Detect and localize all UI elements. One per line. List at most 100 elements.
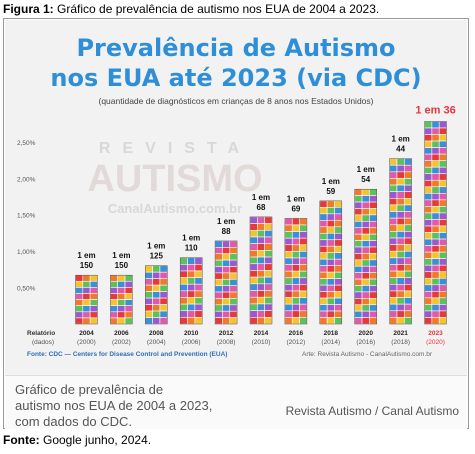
bar-cube [404, 178, 412, 186]
bar-cube [431, 140, 440, 148]
data-label: 1 em [252, 193, 270, 202]
bar-cube [396, 224, 405, 232]
bar-cube [222, 298, 231, 306]
bar-cube [438, 147, 447, 155]
bar-cube [299, 237, 308, 246]
bar-cube [396, 290, 405, 298]
x-tick-label: 2008 [149, 330, 164, 337]
bar-cube [299, 251, 308, 259]
bar-cube [124, 299, 133, 306]
bar-cube [257, 290, 265, 298]
bar-cube [438, 251, 447, 259]
x-tick-label: 2014 [254, 330, 269, 337]
bar-cube [214, 310, 223, 318]
bar-cube [264, 276, 273, 285]
bar-cube [257, 310, 265, 318]
bar-cube [361, 227, 370, 235]
bar-cube [389, 317, 398, 325]
bar-cube [438, 310, 447, 318]
x-data-year-label: (2010) [252, 339, 271, 346]
bar-cube [291, 237, 300, 246]
bar-cube [179, 303, 188, 312]
bar-cube [354, 208, 363, 216]
bar-cube [424, 245, 433, 253]
bar-cube [354, 272, 363, 280]
bar-cube [117, 287, 126, 294]
bar-cube [424, 212, 433, 220]
bar-cube [264, 223, 273, 231]
x-tick-label: 2018 [324, 330, 339, 337]
x-data-year-label: (2020) [426, 339, 445, 346]
bar-cube [424, 232, 433, 240]
bar [249, 216, 273, 325]
bar-cube [389, 303, 398, 312]
x-tick-label: 2023 [428, 330, 443, 337]
bar-cube [369, 265, 378, 273]
bar-cube [194, 310, 203, 318]
x-data-year-label: (2000) [77, 339, 96, 346]
bar-cube [75, 305, 84, 313]
bar-cube [326, 258, 335, 266]
bar-cube [431, 127, 440, 135]
bar-cube [431, 317, 440, 325]
bar-cube [396, 237, 405, 245]
bar-cube [319, 278, 328, 286]
bar-cube [89, 305, 98, 313]
x-tick-label: 2020 [358, 330, 373, 337]
bar-cube [124, 311, 133, 319]
bar-cube [334, 271, 343, 279]
bar-cube [291, 257, 300, 265]
bar-cube [214, 298, 223, 306]
bar-cube [396, 184, 405, 192]
bar-cube [299, 218, 308, 226]
x-data-year-label: (2012) [287, 339, 306, 346]
bar-cube [284, 317, 293, 325]
bar-cube [319, 271, 328, 279]
bar-cube [361, 259, 370, 267]
bar-cube [326, 271, 335, 279]
bar-cube [354, 227, 363, 235]
bar-cube [361, 278, 370, 286]
bar-cube [438, 291, 447, 299]
bar-cube [326, 278, 335, 286]
bar-cube [110, 274, 118, 282]
bar-cube [334, 239, 343, 247]
x-tick-label: 2012 [219, 330, 234, 337]
bar-cube [438, 166, 447, 175]
data-label: 1 em [217, 217, 235, 226]
bar-cube [438, 212, 447, 220]
chart-title: Prevalência de Autismo [76, 34, 396, 62]
bar-cube [424, 193, 433, 201]
bar-cube [431, 166, 440, 175]
bar-cube [431, 199, 440, 207]
bar-cube [396, 204, 405, 212]
bar-cube [361, 246, 370, 254]
bar-cube [404, 284, 412, 292]
source-text: Google junho, 2024. [43, 433, 152, 447]
bar-outline [75, 274, 98, 325]
chart-title-line2: nos EUA até 2023 (via CDC) [50, 64, 422, 92]
bar-cube [431, 251, 440, 259]
bar-cube [152, 317, 161, 325]
caption-line1: Gráfico de prevalência de [15, 382, 164, 397]
bar-cube [291, 297, 300, 305]
bar-cube [404, 158, 412, 166]
bar-cube [396, 257, 405, 265]
bar-cube [229, 285, 238, 293]
bar-cube [222, 291, 231, 299]
bar-cube [284, 303, 293, 312]
bar-cube [389, 270, 398, 278]
bar-cube [431, 284, 440, 292]
bar-cube [194, 257, 203, 265]
bar-cube [284, 277, 293, 285]
bar-cube [389, 198, 398, 206]
bar-cube [424, 121, 433, 129]
data-label: 1 em [357, 165, 375, 174]
bar-cube [396, 244, 405, 252]
bar-cube [89, 293, 98, 300]
bar-cube [319, 213, 328, 221]
bar-cube [361, 310, 370, 318]
bar-cube [396, 178, 405, 186]
bar-cube [424, 199, 433, 207]
bar-cube [159, 278, 168, 286]
